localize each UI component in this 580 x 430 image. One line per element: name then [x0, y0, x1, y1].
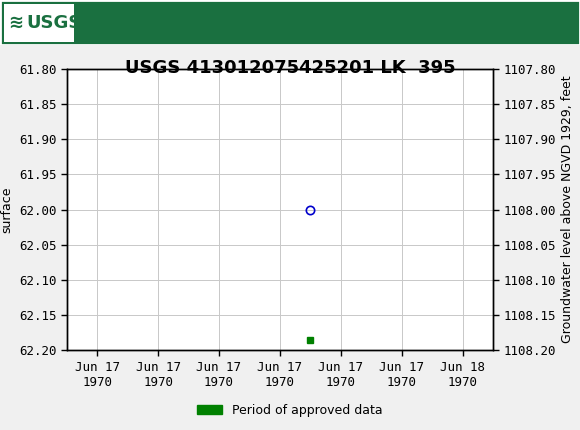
Text: ≋: ≋	[8, 14, 23, 32]
Y-axis label: Depth to water level, feet below land
surface: Depth to water level, feet below land su…	[0, 93, 13, 326]
Text: USGS: USGS	[26, 14, 81, 32]
Bar	[4, 4, 74, 42]
Y-axis label: Groundwater level above NGVD 1929, feet: Groundwater level above NGVD 1929, feet	[561, 76, 574, 344]
Text: USGS 413012075425201 LK  395: USGS 413012075425201 LK 395	[125, 59, 455, 77]
Legend: Period of approved data: Period of approved data	[192, 399, 388, 421]
